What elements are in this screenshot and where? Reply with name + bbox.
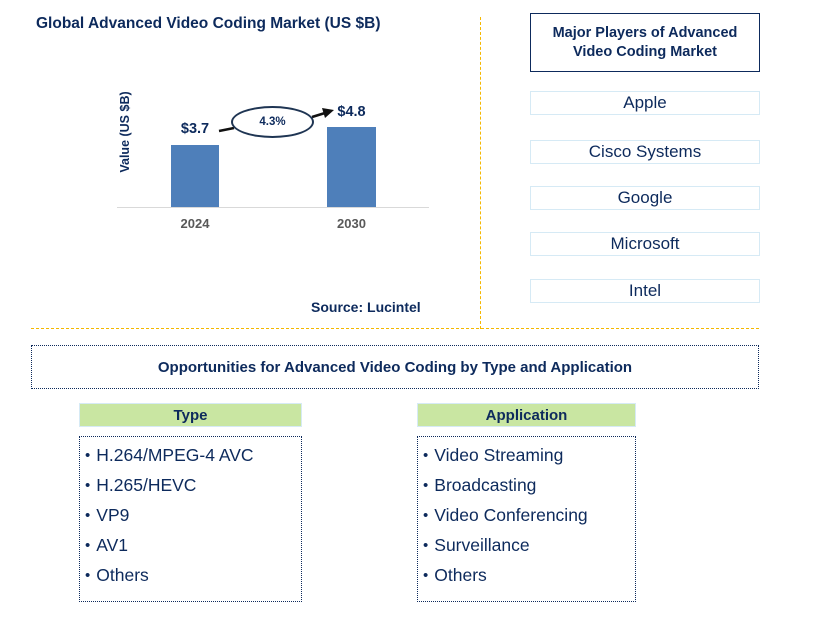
x-tick-2030: 2030: [337, 216, 366, 231]
list-item: • Video Streaming: [423, 444, 564, 465]
cagr-badge: 4.3%: [231, 106, 314, 138]
bar-2030: [327, 127, 376, 207]
bullet-icon: •: [85, 536, 91, 554]
player-microsoft: Microsoft: [530, 232, 760, 256]
list-item: • Others: [423, 564, 487, 585]
bullet-icon: •: [423, 476, 429, 494]
list-item: • H.264/MPEG-4 AVC: [85, 444, 254, 465]
source-label: Source: Lucintel: [311, 299, 421, 315]
y-axis-label: Value (US $B): [118, 91, 132, 173]
list-item: • Broadcasting: [423, 474, 537, 495]
bullet-icon: •: [85, 566, 91, 584]
bullet-icon: •: [85, 506, 91, 524]
cagr-arrow-icon: [218, 108, 334, 133]
bullet-icon: •: [423, 536, 429, 554]
chart-title: Global Advanced Video Coding Market (US …: [36, 15, 381, 32]
application-list: • Video Streaming • Broadcasting • Video Co…: [417, 436, 636, 602]
player-google: Google: [530, 186, 760, 210]
bar-value-label-2024: $3.7: [180, 121, 210, 137]
list-item: • VP9: [85, 504, 130, 525]
bar-2024: [171, 145, 219, 207]
bullet-icon: •: [85, 446, 91, 464]
major-players-title: Major Players of Advanced Video Coding M…: [530, 13, 760, 72]
x-tick-2024: 2024: [180, 216, 210, 231]
list-item: • Surveillance: [423, 534, 530, 555]
list-item: • AV1: [85, 534, 129, 555]
type-list: • H.264/MPEG-4 AVC • H.265/HEVC • VP9 • AV1 …: [79, 436, 302, 602]
application-segment: Application: [417, 403, 636, 427]
bullet-icon: •: [85, 476, 91, 494]
player-cisco-systems: Cisco Systems: [530, 140, 760, 164]
list-item: • Others: [85, 564, 149, 585]
vertical-divider: [480, 17, 481, 329]
opportunities-title: Opportunities for Advanced Video Coding …: [31, 345, 759, 389]
list-item: • H.265/HEVC: [85, 474, 197, 495]
bullet-icon: •: [423, 506, 429, 524]
x-axis-line: [117, 207, 429, 208]
type-segment: Type: [79, 403, 302, 427]
bullet-icon: •: [423, 566, 429, 584]
type-header: Type: [79, 403, 302, 427]
application-header: Application: [417, 403, 636, 427]
player-apple: Apple: [530, 91, 760, 115]
list-item: • Video Conferencing: [423, 504, 588, 525]
bullet-icon: •: [423, 446, 429, 464]
player-intel: Intel: [530, 279, 760, 303]
horizontal-divider: [31, 328, 759, 329]
bar-value-label-2030: $4.8: [337, 104, 366, 120]
